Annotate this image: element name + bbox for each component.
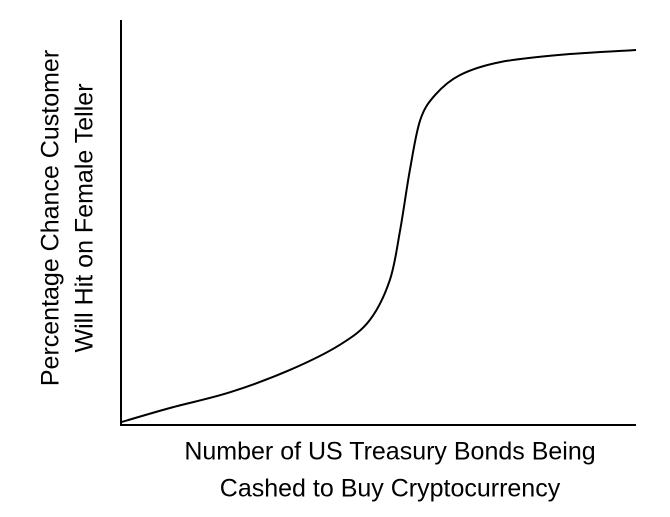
y-axis-label: Percentage Chance Customer (37, 50, 65, 386)
line-series (120, 48, 637, 424)
y-axis-label: Will Hit on Female Teller (71, 83, 99, 352)
x-axis-label: Number of US Treasury Bonds Being (184, 438, 595, 466)
x-axis-label: Cashed to Buy Cryptocurrency (220, 475, 561, 503)
